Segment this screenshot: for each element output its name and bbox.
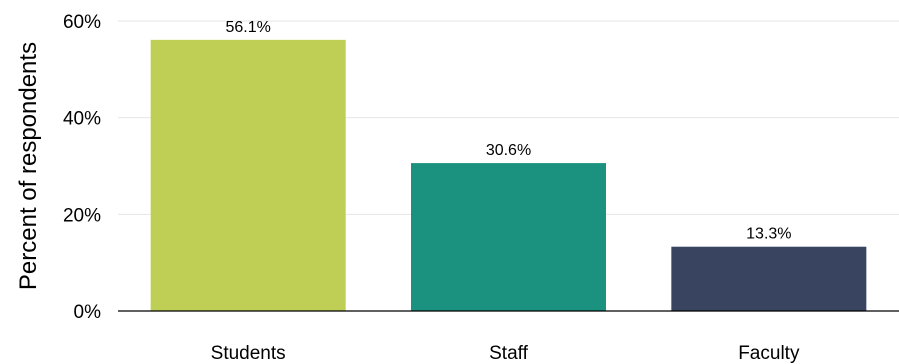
bars [150,39,867,311]
data-labels: 56.1% 30.6% 13.3% [225,19,791,243]
bar [411,163,606,311]
data-label: 30.6% [486,142,531,159]
x-axis-category-labels: Students Staff Faculty [211,343,800,364]
category-label: Students [211,343,286,364]
category-label: Faculty [738,343,800,364]
y-tick-label: 40% [63,109,101,130]
y-axis-title: Percent of respondents [15,42,42,290]
y-tick-label: 20% [63,205,101,226]
y-tick-label: 0% [74,302,102,323]
bar [671,246,867,311]
y-tick-label: 60% [63,12,101,33]
category-label: Staff [489,343,528,364]
data-label: 56.1% [225,19,270,36]
data-label: 13.3% [746,226,791,243]
y-axis-tick-labels: 0% 20% 40% 60% [63,12,101,323]
bar [150,39,346,311]
